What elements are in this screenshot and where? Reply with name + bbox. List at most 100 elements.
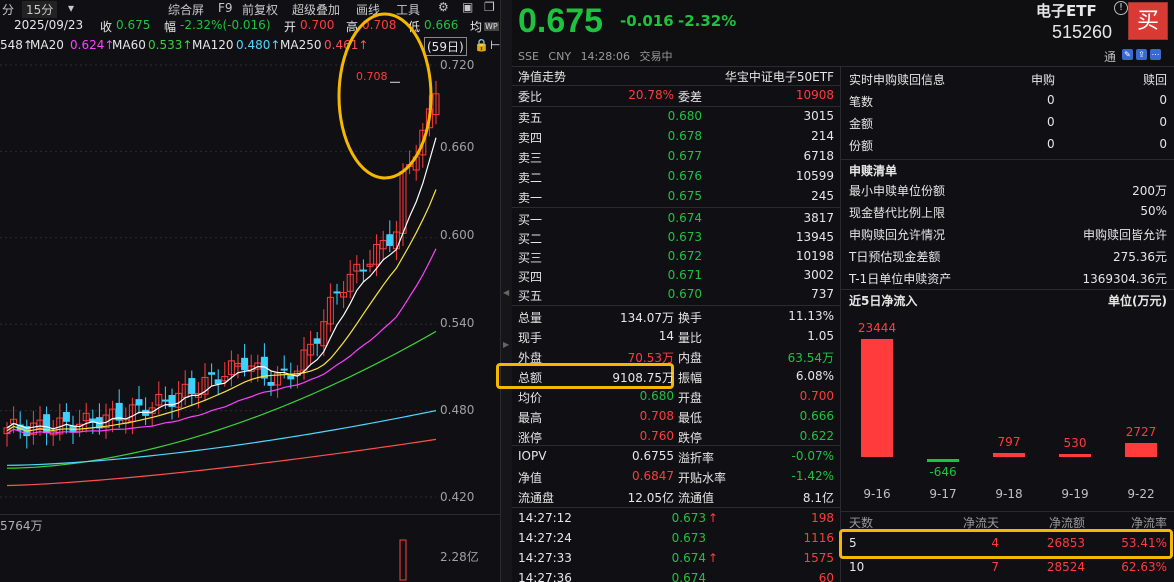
- stat-value: 0.708: [639, 409, 674, 423]
- candle-body: [260, 356, 268, 379]
- ma60-value: 0.533↑: [148, 38, 193, 52]
- trading-status: 交易中: [639, 50, 673, 63]
- stat-value: 70.53万: [627, 351, 674, 365]
- chart-scrollbar[interactable]: [500, 0, 512, 582]
- iopv-value: -0.07%: [791, 449, 834, 463]
- info-icon[interactable]: !: [1114, 1, 1128, 15]
- bid-row[interactable]: 买二 0.673 13945: [518, 230, 834, 246]
- stat-value: 0.680: [639, 389, 674, 403]
- stat-row: 总额 9108.75万 振幅 6.08%: [518, 369, 834, 385]
- period-select[interactable]: 15分: [22, 1, 58, 18]
- flow-date-label: 9-17: [929, 487, 957, 501]
- ma-legend: 548↑ MA20 0.624↑ MA60 0.533↑ MA120 0.480…: [0, 37, 500, 56]
- candle-body: [333, 291, 341, 294]
- candle-body: [234, 363, 242, 367]
- tick-time: 14:27:36: [518, 571, 572, 582]
- menu-f9[interactable]: F9: [218, 1, 233, 15]
- menu-zonghe[interactable]: 综合屏: [168, 3, 205, 17]
- stat-row: 均价 0.680 开盘 0.700: [518, 389, 834, 405]
- nav-trend-tab[interactable]: 净值走势: [518, 70, 567, 84]
- ma-period-tag[interactable]: (59日): [424, 37, 467, 56]
- tick-row: 14:27:33 0.674 ↑ 1575: [512, 549, 840, 569]
- highlight-5day-row: [839, 529, 1173, 559]
- ohlc-info-row: 2025/09/23 收 0.675 幅 -2.32%(-0.016) 开 0.…: [14, 18, 499, 34]
- scroll-left-icon[interactable]: ◀: [503, 288, 510, 297]
- flow-bar: [927, 459, 959, 462]
- candle-body: [274, 372, 282, 386]
- ask-row[interactable]: 卖五 0.680 3015: [518, 109, 834, 125]
- candlestick-svg[interactable]: [0, 55, 500, 582]
- quote-subline: SSE CNY 14:28:06 交易中: [518, 48, 678, 64]
- candle-body: [82, 412, 90, 422]
- sub-row: 份额 0 0: [849, 137, 1167, 153]
- flow-bar: [993, 452, 1025, 457]
- ma20-value: 0.624↑: [70, 38, 115, 52]
- ask-row[interactable]: 卖三 0.677 6718: [518, 149, 834, 165]
- wp-icon[interactable]: WP: [484, 22, 499, 31]
- lock-icon[interactable]: 🔒: [474, 38, 489, 52]
- ma-curve: [6, 438, 437, 487]
- ask-row[interactable]: 卖四 0.678 214: [518, 129, 834, 145]
- flow-value-label: -646: [929, 465, 957, 479]
- scroll-right-icon[interactable]: ▶: [503, 340, 510, 349]
- iopv-value: 0.6755: [632, 449, 674, 463]
- candle-body: [386, 234, 394, 246]
- iopv-value: 12.05亿: [627, 491, 674, 505]
- flow-date-label: 9-18: [995, 487, 1023, 501]
- volume-label: 5764万: [0, 519, 43, 533]
- bid-row[interactable]: 买一 0.674 3817: [518, 211, 834, 227]
- high-value: 0.708: [362, 18, 397, 32]
- ask-row[interactable]: 卖一 0.675 245: [518, 189, 834, 205]
- window-tile-icon[interactable]: ▣: [462, 0, 474, 14]
- candle-body: [115, 402, 123, 421]
- menu-chaojidiejia[interactable]: 超级叠加: [292, 3, 341, 17]
- bid-volume: 3002: [803, 268, 834, 282]
- menu-qianfuquan[interactable]: 前复权: [242, 3, 279, 17]
- tick-price: 0.673: [671, 531, 706, 545]
- flow-date-label: 9-16: [863, 487, 891, 501]
- iopv-value: 8.1亿: [802, 491, 834, 505]
- bid-row[interactable]: 买三 0.672 10198: [518, 249, 834, 265]
- volume-bar: [399, 539, 407, 581]
- chart-toolbar: 分 15分 ▾ 综合屏 F9 前复权 超级叠加 画线 工具 ⚙ ▣ ❐: [0, 0, 500, 18]
- candle-body: [432, 93, 440, 115]
- price-change-pct: -2.32%: [678, 12, 737, 30]
- candle-body: [280, 368, 288, 371]
- quote-time: 14:28:06: [580, 50, 630, 63]
- ma250-value: 0.461↑: [324, 38, 369, 52]
- candle-body: [359, 269, 367, 272]
- ask-price: 0.677: [667, 149, 702, 163]
- more-icon[interactable]: ⋯: [1150, 49, 1161, 60]
- share-icon[interactable]: ⇪: [1136, 49, 1147, 60]
- security-code: 515260: [1052, 22, 1113, 42]
- menu-gongju[interactable]: 工具: [396, 3, 421, 17]
- buy-button[interactable]: 买: [1128, 2, 1168, 40]
- edit-icon[interactable]: ✎: [1122, 49, 1133, 60]
- settings-gear-icon[interactable]: ⚙: [438, 0, 449, 14]
- menu-huaxian[interactable]: 画线: [356, 3, 381, 17]
- flow-table-header: 天数 净流天 净流额 净流率: [849, 516, 1167, 530]
- stat-value: 1.05: [807, 329, 834, 343]
- candle-body: [214, 379, 222, 385]
- candle-body: [346, 273, 354, 292]
- tick-volume: 1575: [803, 551, 834, 565]
- bid-row[interactable]: 买五 0.670 737: [518, 287, 834, 303]
- bid-row[interactable]: 买四 0.671 3002: [518, 268, 834, 284]
- currency: CNY: [548, 50, 572, 63]
- up-arrow-icon: ↑: [708, 551, 719, 565]
- ask-price: 0.680: [667, 109, 702, 123]
- chevron-down-icon[interactable]: ▾: [68, 1, 75, 15]
- flow-value-label: 797: [997, 434, 1021, 449]
- tick-price: 0.674: [671, 551, 706, 565]
- list-row: T-1日单位申赎资产 1369304.36元: [849, 272, 1167, 286]
- peak-annotation: 0.708: [356, 70, 388, 83]
- kline-chart-panel[interactable]: 分 15分 ▾ 综合屏 F9 前复权 超级叠加 画线 工具 ⚙ ▣ ❐ 2025…: [0, 0, 500, 582]
- flow-title: 近5日净流入: [849, 294, 918, 308]
- ask-row[interactable]: 卖二 0.676 10599: [518, 169, 834, 185]
- y-tick: 0.660: [440, 140, 475, 154]
- restore-icon[interactable]: ❐: [484, 0, 495, 14]
- bar-date: 2025/09/23: [14, 18, 84, 32]
- candle-body: [201, 376, 209, 395]
- sub-row: 金额 0 0: [849, 115, 1167, 131]
- pin-icon[interactable]: ⊢: [490, 38, 500, 52]
